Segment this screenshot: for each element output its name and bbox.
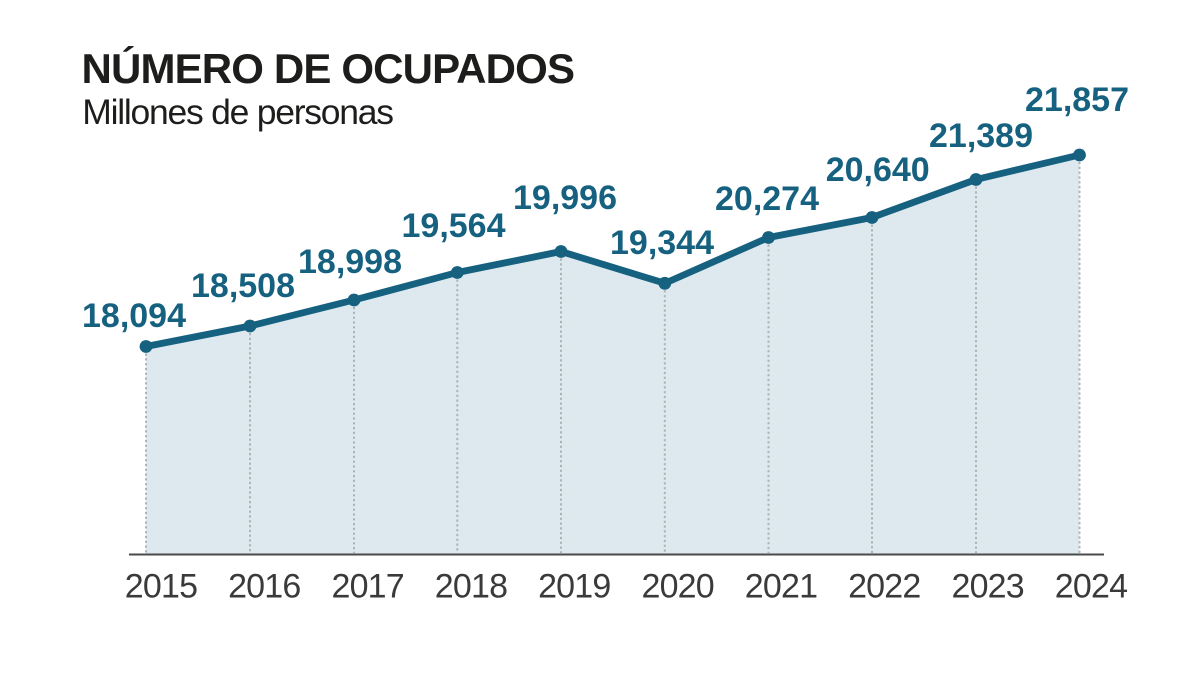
svg-text:2015: 2015 (125, 568, 197, 606)
svg-text:2021: 2021 (745, 568, 817, 606)
svg-text:2020: 2020 (641, 568, 713, 606)
svg-text:21,857: 21,857 (1025, 81, 1129, 119)
svg-text:2018: 2018 (435, 568, 507, 606)
svg-text:18,998: 18,998 (298, 243, 402, 281)
svg-text:18,094: 18,094 (82, 297, 186, 335)
svg-text:19,344: 19,344 (610, 224, 714, 262)
svg-text:NÚMERO DE OCUPADOS: NÚMERO DE OCUPADOS (82, 44, 575, 92)
svg-text:18,508: 18,508 (191, 267, 295, 305)
svg-text:20,274: 20,274 (715, 180, 819, 218)
svg-text:2023: 2023 (951, 568, 1023, 606)
svg-text:20,640: 20,640 (826, 151, 930, 189)
svg-text:19,996: 19,996 (513, 179, 617, 217)
svg-text:2019: 2019 (538, 568, 610, 606)
svg-text:19,564: 19,564 (402, 207, 506, 245)
svg-text:21,389: 21,389 (929, 117, 1033, 155)
svg-text:2017: 2017 (331, 568, 403, 606)
svg-text:2016: 2016 (228, 568, 300, 606)
svg-text:Millones de personas: Millones de personas (82, 92, 393, 132)
svg-text:2022: 2022 (848, 568, 920, 606)
svg-text:2024: 2024 (1055, 568, 1127, 606)
